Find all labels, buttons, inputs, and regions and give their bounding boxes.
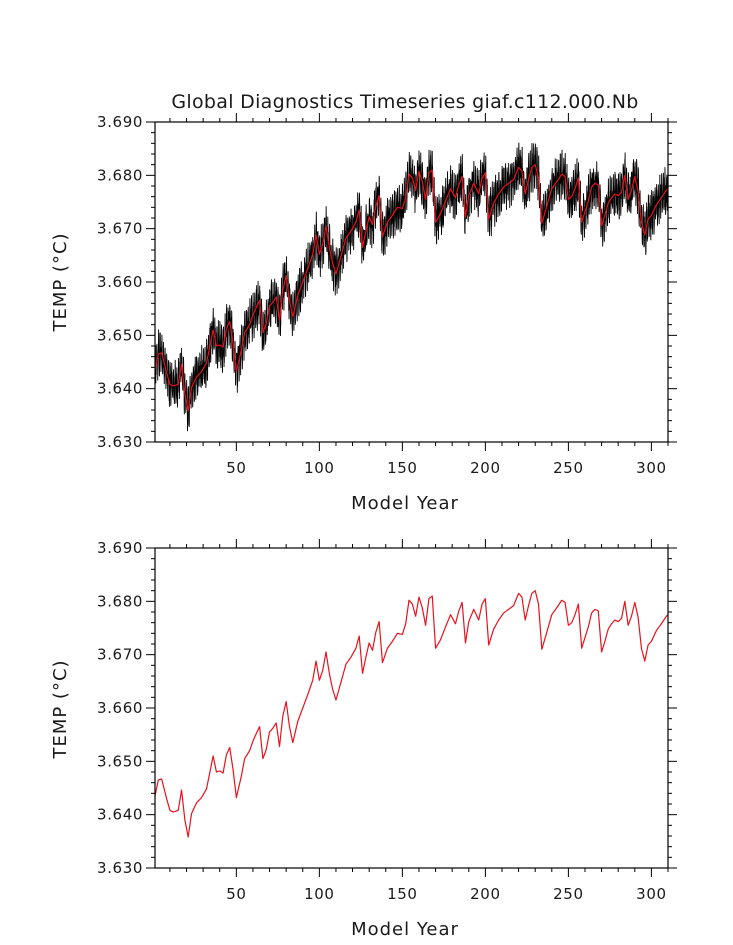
y-tick-label: 3.650 [97,326,143,344]
bottom-x-axis-label: Model Year [351,919,459,940]
top-y-axis-label: TEMP (°C) [50,232,71,332]
y-tick-label: 3.630 [97,859,143,877]
x-tick-label: 300 [636,885,666,903]
plot-area [155,590,668,838]
y-tick-label: 3.640 [97,806,143,824]
x-tick-label: 100 [304,459,334,477]
y-tick-label: 3.680 [97,166,143,184]
x-tick-label: 100 [304,885,334,903]
bottom-series-group [155,590,668,838]
bottom-y-axis-label: TEMP (°C) [50,659,71,759]
y-tick-label: 3.660 [97,699,143,717]
y-tick-label: 3.670 [97,646,143,664]
x-tick-label: 300 [636,459,666,477]
x-tick-label: 200 [470,885,500,903]
plot-frame [154,547,669,869]
plot-frame [154,121,669,443]
y-tick-label: 3.690 [97,113,143,131]
bottom-panel: 50 100 150 200 250 300 3.630 3.640 3.650 3.660 3.6… [50,539,677,940]
x-tick-label: 50 [226,459,246,477]
top-x-axis-label: Model Year [351,493,459,514]
y-tick-label: 3.660 [97,273,143,291]
y-tick-label: 3.640 [97,380,143,398]
x-tick-label: 250 [553,459,583,477]
y-tick-label: 3.630 [97,433,143,451]
annual-mean-series-line [155,590,668,838]
annual-mean-series-line [155,164,668,412]
y-tick-label: 3.680 [97,592,143,610]
plot-area [155,142,668,432]
top-panel: Global Diagnostics Timeseries giaf.c112.… [50,91,677,514]
x-tick-label: 250 [553,885,583,903]
y-tick-label: 3.690 [97,539,143,557]
bottom-axes-group: 50 100 150 200 250 300 3.630 3.640 3.650 3.660 3.6… [97,539,677,903]
x-tick-label: 200 [470,459,500,477]
y-tick-label: 3.670 [97,220,143,238]
monthly-series-line [155,142,668,432]
x-tick-label: 150 [387,459,417,477]
top-axes-group: 50 100 150 200 250 300 3.630 3.640 3.650 3.660 3.6… [97,113,677,477]
top-series-group [155,142,668,432]
x-tick-label: 150 [387,885,417,903]
y-tick-label: 3.650 [97,752,143,770]
x-tick-label: 50 [226,885,246,903]
chart-title: Global Diagnostics Timeseries giaf.c112.… [171,91,638,113]
